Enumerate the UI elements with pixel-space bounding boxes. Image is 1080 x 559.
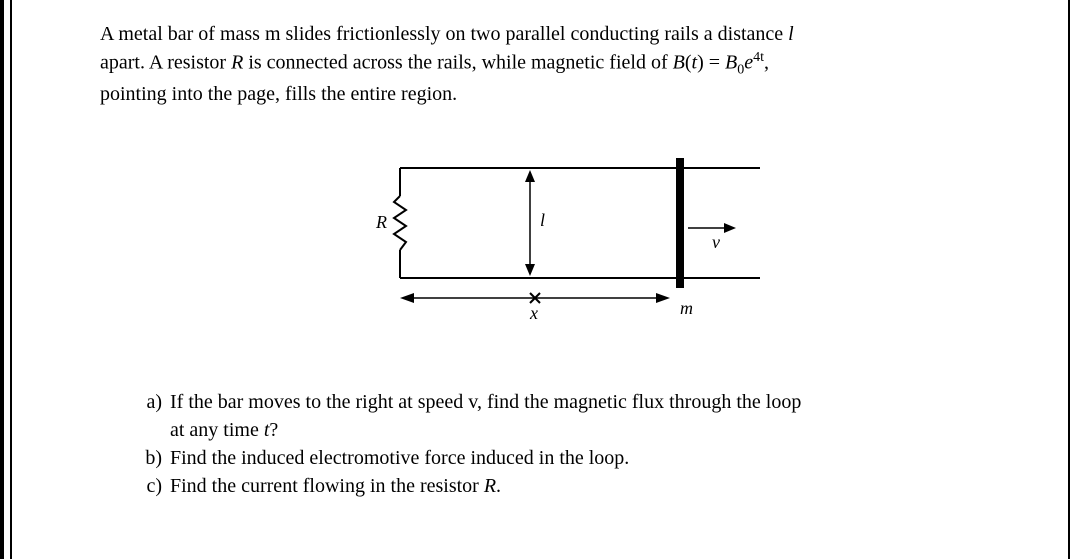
label-m: m — [680, 298, 693, 319]
questions: a) If the bar moves to the right at spee… — [100, 388, 1040, 500]
q-label-c: c) — [134, 472, 162, 500]
intro-text: A metal bar of mass m slides frictionles… — [100, 23, 788, 45]
intro-eq: = — [704, 52, 725, 74]
question-b: b) Find the induced electromotive force … — [134, 444, 1040, 472]
q-a-q: ? — [269, 419, 278, 441]
intro-text: is connected across the rails, while mag… — [243, 52, 672, 74]
label-R: R — [376, 212, 387, 233]
intro-text: apart. A resistor — [100, 52, 231, 74]
page-border-right — [1068, 0, 1070, 559]
q-c-text: Find the current flowing in the resistor — [170, 475, 484, 497]
q-a-text: If the bar moves to the right at speed v… — [170, 391, 801, 413]
question-a: a) If the bar moves to the right at spee… — [134, 388, 1040, 444]
intro-l: l — [788, 23, 794, 45]
q-c-R: R — [484, 475, 496, 497]
intro-B: B — [673, 52, 685, 74]
q-b-text: Find the induced electromotive force ind… — [170, 444, 1040, 472]
intro-text: pointing into the page, fills the entire… — [100, 83, 457, 105]
q-a-text: at any time — [170, 419, 264, 441]
label-v: v — [712, 232, 720, 253]
page-border-left-outer — [0, 0, 4, 559]
intro-e: e — [744, 52, 753, 74]
circuit-diagram: R l x m v — [380, 158, 760, 328]
intro-R: R — [231, 52, 243, 74]
question-c: c) Find the current flowing in the resis… — [134, 472, 1040, 500]
label-l: l — [540, 210, 545, 231]
q-c-dot: . — [496, 475, 501, 497]
intro-B0: B — [725, 52, 737, 74]
intro-t: t — [692, 52, 698, 74]
label-x: x — [530, 303, 538, 324]
content: A metal bar of mass m slides frictionles… — [100, 20, 1040, 500]
q-label-a: a) — [134, 388, 162, 444]
q-label-b: b) — [134, 444, 162, 472]
intro-comma: , — [764, 52, 769, 74]
intro-exp: 4t — [753, 50, 764, 65]
page-border-left-inner — [10, 0, 12, 559]
problem-statement: A metal bar of mass m slides frictionles… — [100, 20, 1040, 108]
